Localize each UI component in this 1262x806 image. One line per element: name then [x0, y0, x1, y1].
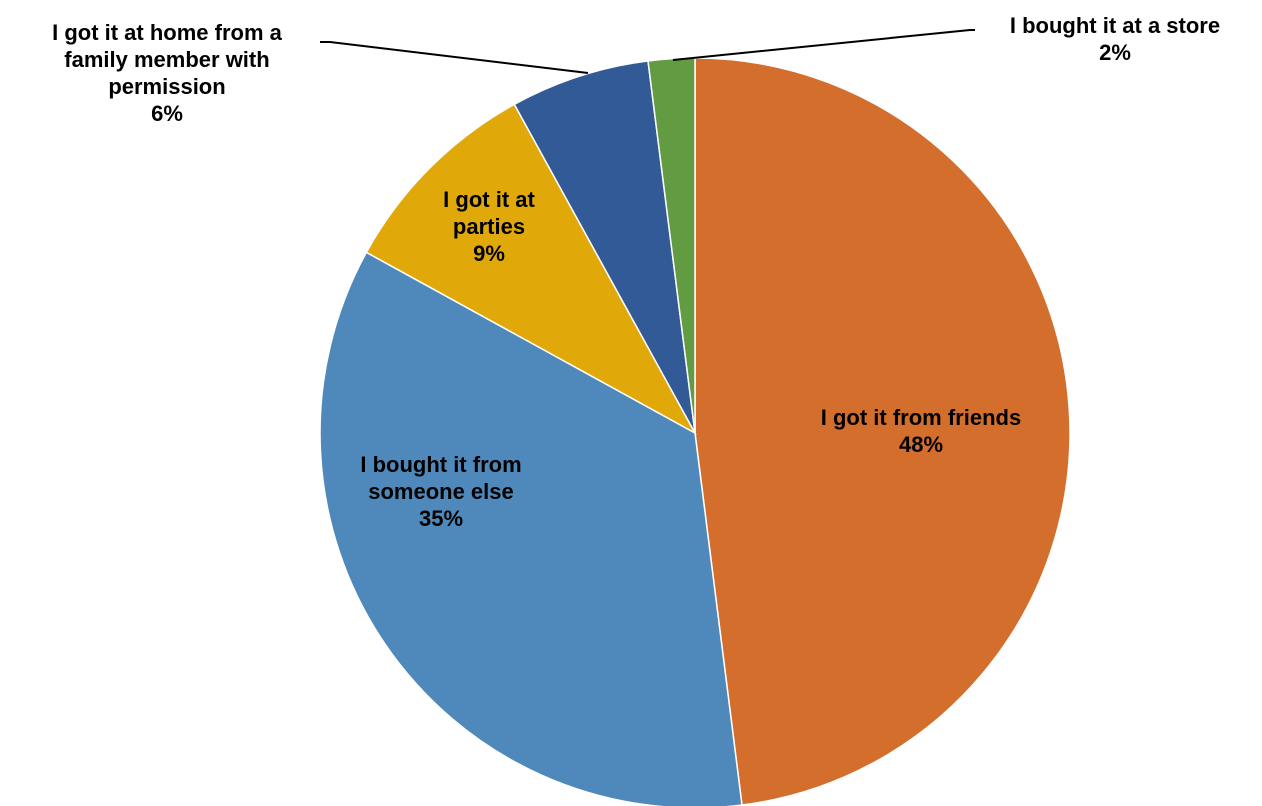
leader-line: [672, 29, 975, 61]
labels-layer: I got it from friends 48% I bought it from…: [52, 13, 1220, 531]
slice-label-line: I got it at: [443, 187, 535, 212]
slice-percent: 6%: [151, 101, 183, 126]
slice-data-label: I bought it at a store 2%: [1010, 13, 1220, 65]
slice-label-line: I got it from friends: [821, 405, 1021, 430]
slice-percent: 35%: [419, 506, 463, 531]
slice-percent: 9%: [473, 241, 505, 266]
leader-line: [320, 41, 589, 74]
slice-label-line: I bought it at a store: [1010, 13, 1220, 38]
slice-data-label: I bought it from someone else 35%: [360, 452, 521, 531]
pie-slice: [694, 57, 1071, 806]
slice-percent: 48%: [899, 432, 943, 457]
slice-label-line: parties: [453, 214, 525, 239]
pie-slice: [513, 60, 696, 434]
slice-data-label: I got it at parties 9%: [443, 187, 535, 266]
slice-label-line: someone else: [368, 479, 514, 504]
slice-label-line: permission: [108, 74, 225, 99]
slice-label-line: family member with: [64, 47, 269, 72]
pie-slice: [319, 251, 743, 806]
leader-lines-layer: [320, 29, 975, 74]
slices-layer: [319, 57, 1071, 806]
slice-data-label: I got it at home from a family member wit…: [52, 20, 283, 126]
slice-percent: 2%: [1099, 40, 1131, 65]
slice-data-label: I got it from friends 48%: [821, 405, 1021, 457]
slice-label-line: I bought it from: [360, 452, 521, 477]
slice-label-line: I got it at home from a: [52, 20, 283, 45]
pie-slice: [365, 103, 697, 435]
